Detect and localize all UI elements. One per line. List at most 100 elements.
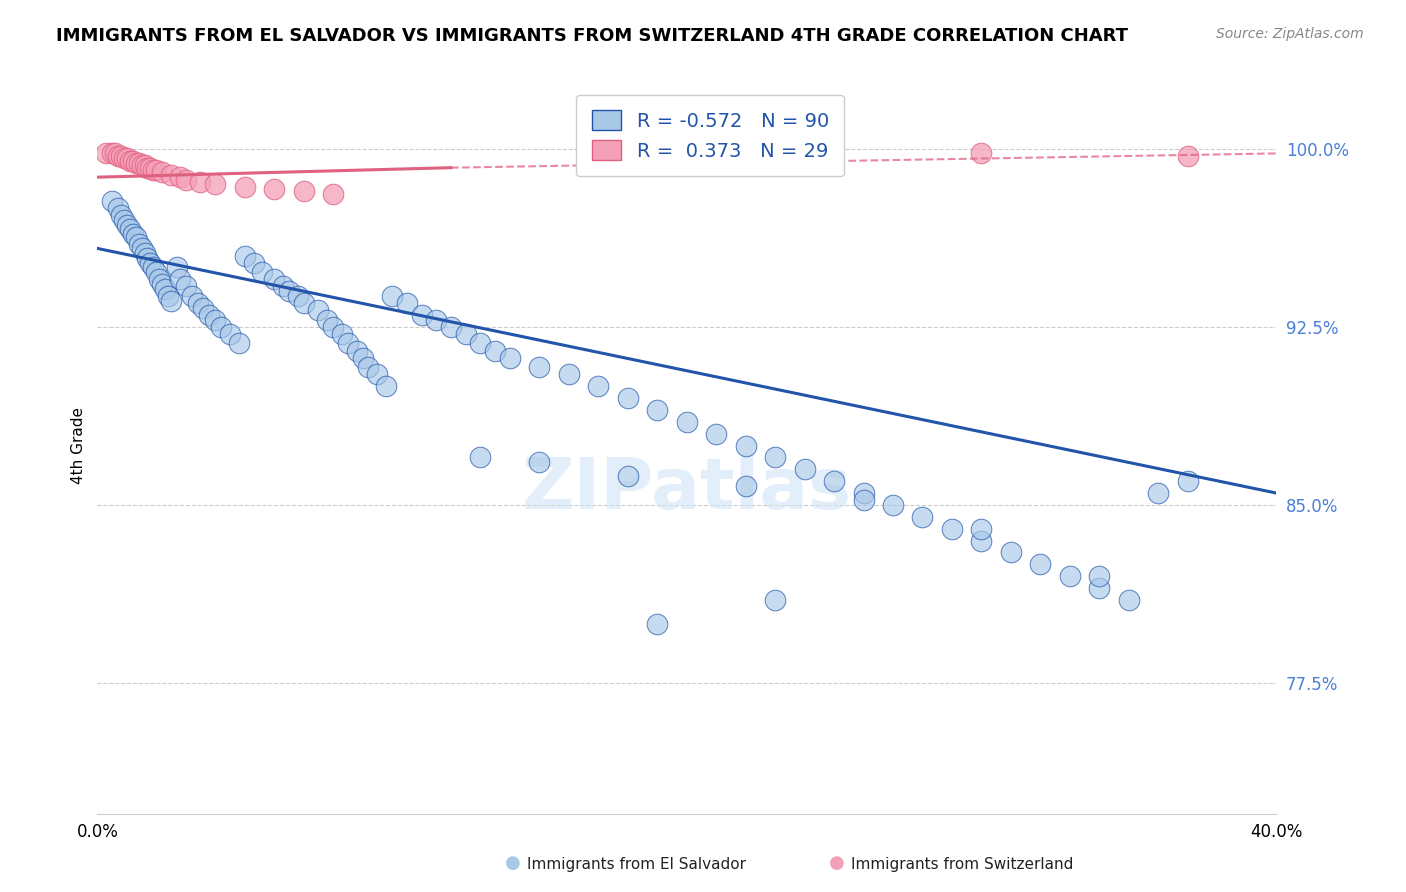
Point	[252, 265, 274, 279]
Point	[233, 248, 256, 262]
Point	[970, 522, 993, 536]
Point	[174, 279, 197, 293]
Point	[136, 161, 159, 175]
Point	[558, 368, 581, 382]
Point	[1088, 569, 1111, 583]
Point	[142, 260, 165, 275]
Point	[124, 229, 146, 244]
Point	[101, 146, 124, 161]
Point	[160, 168, 183, 182]
Point	[134, 158, 156, 172]
Point	[454, 326, 477, 341]
Point	[366, 368, 388, 382]
Point	[128, 156, 150, 170]
Point	[145, 163, 167, 178]
Point	[145, 265, 167, 279]
Point	[115, 218, 138, 232]
Text: Immigrants from Switzerland: Immigrants from Switzerland	[851, 857, 1073, 872]
Point	[263, 182, 285, 196]
Point	[352, 351, 374, 365]
Point	[169, 272, 191, 286]
Point	[139, 161, 162, 175]
Point	[193, 301, 215, 315]
Text: IMMIGRANTS FROM EL SALVADOR VS IMMIGRANTS FROM SWITZERLAND 4TH GRADE CORRELATION: IMMIGRANTS FROM EL SALVADOR VS IMMIGRANT…	[56, 27, 1128, 45]
Point	[882, 498, 904, 512]
Point	[1118, 593, 1140, 607]
Point	[588, 379, 610, 393]
Point	[793, 462, 815, 476]
Point	[131, 241, 153, 255]
Point	[287, 289, 309, 303]
Point	[209, 319, 232, 334]
Point	[823, 474, 845, 488]
Point	[118, 153, 141, 168]
Point	[357, 360, 380, 375]
Point	[142, 163, 165, 178]
Point	[322, 186, 344, 201]
Point	[187, 296, 209, 310]
Point	[136, 251, 159, 265]
Point	[150, 277, 173, 291]
Point	[346, 343, 368, 358]
Point	[970, 533, 993, 548]
Point	[704, 426, 727, 441]
Point	[121, 227, 143, 242]
Point	[263, 272, 285, 286]
Point	[911, 509, 934, 524]
Point	[763, 593, 786, 607]
Point	[124, 156, 146, 170]
Text: Source: ZipAtlas.com: Source: ZipAtlas.com	[1216, 27, 1364, 41]
Point	[941, 522, 963, 536]
Point	[529, 360, 551, 375]
Point	[242, 255, 264, 269]
Point	[110, 149, 132, 163]
Point	[153, 282, 176, 296]
Point	[271, 279, 294, 293]
Point	[204, 312, 226, 326]
Point	[499, 351, 522, 365]
Point	[118, 222, 141, 236]
Point	[617, 469, 640, 483]
Point	[645, 616, 668, 631]
Point	[148, 272, 170, 286]
Point	[763, 450, 786, 465]
Point	[107, 149, 129, 163]
Point	[121, 153, 143, 168]
Point	[131, 158, 153, 172]
Point	[292, 185, 315, 199]
Text: ●: ●	[505, 855, 522, 872]
Point	[96, 146, 118, 161]
Point	[169, 170, 191, 185]
Point	[529, 455, 551, 469]
Point	[174, 172, 197, 186]
Point	[645, 403, 668, 417]
Point	[316, 312, 339, 326]
Point	[484, 343, 506, 358]
Point	[734, 438, 756, 452]
Point	[1177, 474, 1199, 488]
Point	[277, 284, 299, 298]
Point	[1088, 581, 1111, 595]
Point	[104, 146, 127, 161]
Point	[440, 319, 463, 334]
Point	[1177, 149, 1199, 163]
Point	[307, 303, 329, 318]
Point	[1059, 569, 1081, 583]
Point	[110, 208, 132, 222]
Point	[115, 151, 138, 165]
Point	[128, 236, 150, 251]
Point	[395, 296, 418, 310]
Point	[190, 175, 212, 189]
Point	[107, 201, 129, 215]
Point	[375, 379, 398, 393]
Point	[198, 308, 221, 322]
Point	[1029, 558, 1052, 572]
Y-axis label: 4th Grade: 4th Grade	[72, 407, 86, 484]
Point	[292, 296, 315, 310]
Point	[330, 326, 353, 341]
Point	[470, 336, 492, 351]
Legend: R = -0.572   N = 90, R =  0.373   N = 29: R = -0.572 N = 90, R = 0.373 N = 29	[576, 95, 845, 177]
Point	[336, 336, 359, 351]
Point	[470, 450, 492, 465]
Point	[160, 293, 183, 308]
